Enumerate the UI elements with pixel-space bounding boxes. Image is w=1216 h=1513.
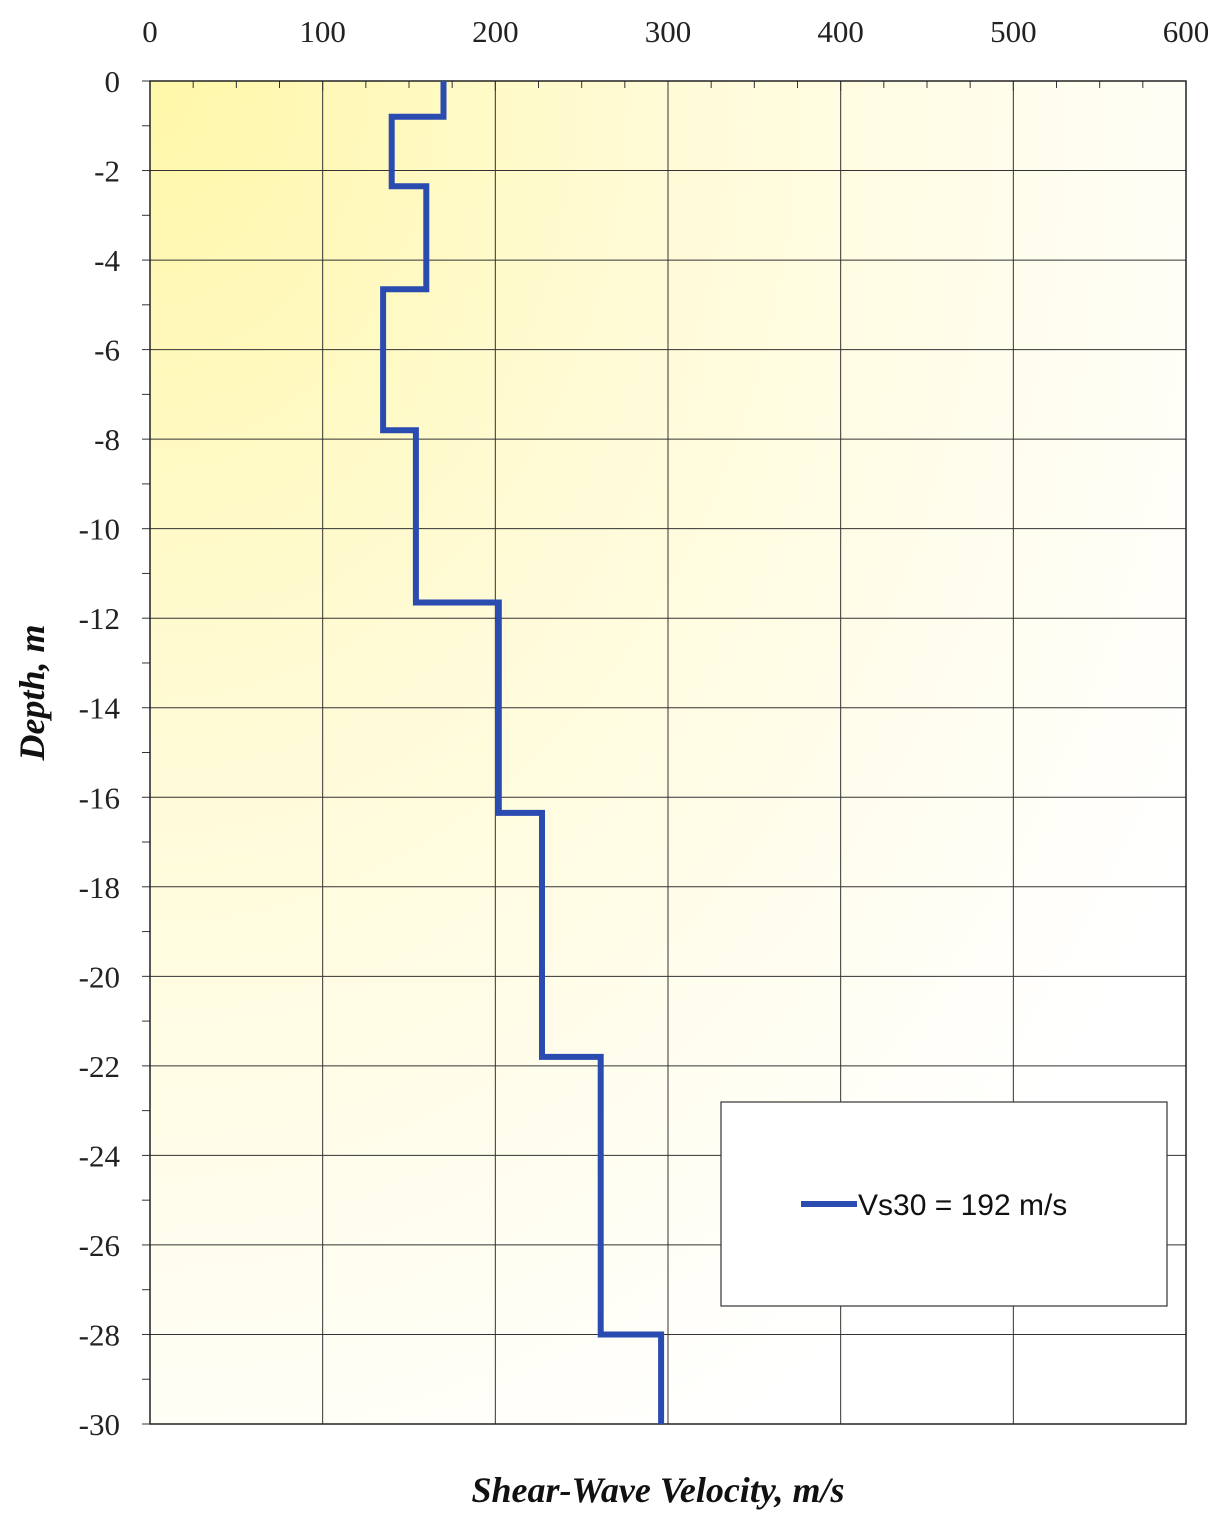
y-tick-label: -24 bbox=[79, 1138, 121, 1173]
x-tick-label: 200 bbox=[472, 14, 519, 49]
y-tick-label: -6 bbox=[94, 333, 120, 368]
plot-frame bbox=[149, 80, 1187, 1425]
y-axis-title: Depth, m bbox=[12, 624, 52, 761]
y-tick-label: -8 bbox=[94, 422, 120, 457]
y-tick-label: -28 bbox=[79, 1317, 120, 1352]
y-tick-label: -30 bbox=[79, 1407, 120, 1442]
x-axis-title: Shear-Wave Velocity, m/s bbox=[472, 1470, 845, 1510]
y-tick-label: -12 bbox=[79, 601, 120, 636]
y-tick-label: -10 bbox=[79, 512, 120, 547]
x-tick-labels: 0 100 200 300 400 500 600 bbox=[142, 14, 1209, 49]
x-tick-label: 300 bbox=[645, 14, 692, 49]
y-tick-label: -16 bbox=[79, 780, 120, 815]
legend: Vs30 = 192 m/s bbox=[720, 1101, 1168, 1307]
y-tick-label: -14 bbox=[79, 691, 121, 726]
y-tick-labels: 0 -2 -4 -6 -8 -10 -12 -14 -16 -18 -20 -22 -24 -26 -28 -… bbox=[79, 64, 121, 1442]
y-tick-label: -22 bbox=[79, 1049, 120, 1084]
y-tick-label: -2 bbox=[94, 154, 120, 189]
legend-label: Vs30 = 192 m/s bbox=[858, 1189, 1067, 1222]
y-tick-label: -18 bbox=[79, 870, 120, 905]
legend-box bbox=[720, 1101, 1168, 1307]
x-tick-label: 100 bbox=[299, 14, 346, 49]
x-tick-label: 500 bbox=[990, 14, 1037, 49]
x-tick-label: 0 bbox=[142, 14, 158, 49]
y-tick-label: 0 bbox=[105, 64, 121, 99]
y-tick-label: -4 bbox=[94, 243, 120, 278]
y-tick-label: -20 bbox=[79, 959, 120, 994]
series-line bbox=[380, 81, 665, 1424]
series-layer bbox=[380, 81, 665, 1424]
x-tick-label: 600 bbox=[1163, 14, 1210, 49]
y-tick-label: -26 bbox=[79, 1228, 120, 1263]
x-tick-label: 400 bbox=[817, 14, 864, 49]
